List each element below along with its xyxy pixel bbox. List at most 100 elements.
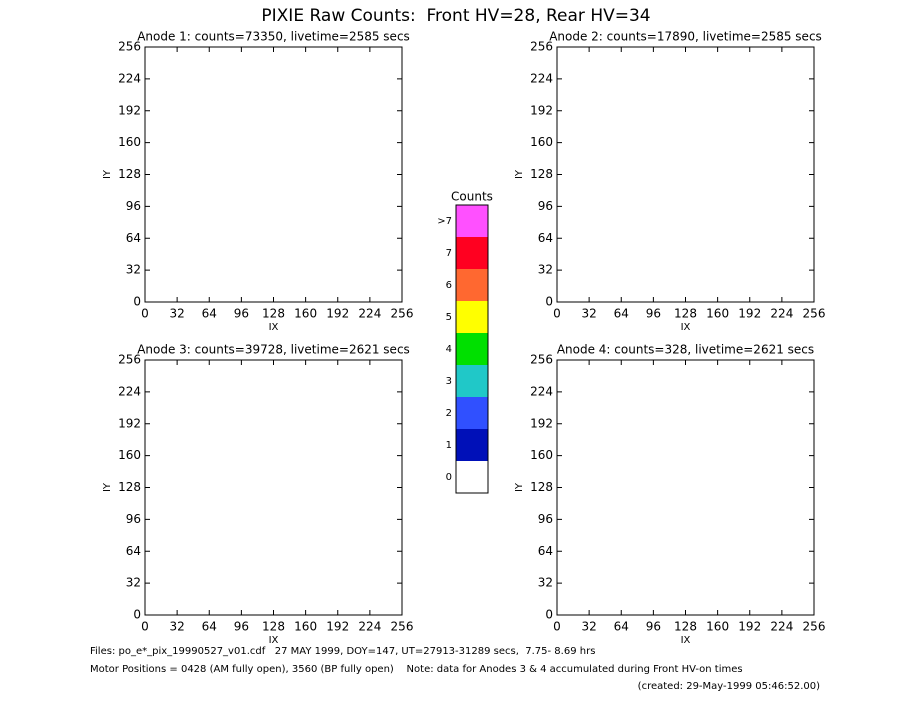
x-tick-label: 96	[646, 307, 661, 321]
colorbar-label: >7	[437, 216, 452, 227]
panel-title: Anode 1: counts=73350, livetime=2585 sec…	[137, 30, 410, 44]
y-tick-label: 128	[530, 480, 553, 494]
y-tick-label: 64	[126, 544, 141, 558]
colorbar-label: 4	[446, 344, 452, 355]
x-tick-label: 64	[202, 620, 217, 634]
colorbar-label: 2	[446, 408, 452, 419]
x-tick-label: 160	[294, 307, 317, 321]
y-tick-label: 224	[118, 71, 141, 85]
colorbar-swatch	[456, 429, 488, 461]
x-tick-label: 160	[294, 620, 317, 634]
plot-frame	[144, 359, 403, 616]
y-tick-label: 160	[118, 135, 141, 149]
x-tick-label: 192	[738, 620, 761, 634]
x-tick-label: 160	[706, 620, 729, 634]
colorbar-swatch	[456, 397, 488, 429]
y-tick-label: 64	[126, 231, 141, 245]
x-tick-label: 32	[581, 620, 596, 634]
y-tick-label: 0	[545, 608, 553, 622]
y-tick-label: 160	[530, 448, 553, 462]
x-tick-label: 32	[169, 620, 184, 634]
y-tick-label: 256	[118, 40, 141, 54]
panel-title: Anode 2: counts=17890, livetime=2585 sec…	[549, 30, 822, 44]
x-tick-label: 160	[706, 307, 729, 321]
x-tick-label: 256	[803, 620, 826, 634]
y-tick-label: 128	[118, 167, 141, 181]
footer-line: Motor Positions = 0428 (AM fully open), …	[90, 664, 743, 675]
y-tick-label: 32	[538, 263, 553, 277]
y-tick-label: 192	[118, 416, 141, 430]
footer-line: (created: 29-May-1999 05:46:52.00)	[638, 681, 820, 692]
x-axis-label: IX	[269, 322, 279, 333]
colorbar-label: 1	[446, 440, 452, 451]
x-tick-label: 128	[262, 307, 285, 321]
x-tick-label: 64	[202, 307, 217, 321]
y-tick-label: 160	[118, 448, 141, 462]
x-tick-label: 128	[262, 620, 285, 634]
y-axis-label: IY	[102, 482, 113, 492]
y-tick-label: 192	[530, 103, 553, 117]
x-tick-label: 96	[234, 620, 249, 634]
x-tick-label: 96	[234, 307, 249, 321]
x-tick-label: 224	[770, 620, 793, 634]
colorbar-swatch	[456, 205, 488, 237]
colorbar-swatch	[456, 301, 488, 333]
x-tick-label: 64	[614, 307, 629, 321]
colorbar-swatch	[456, 269, 488, 301]
y-tick-label: 224	[530, 384, 553, 398]
x-tick-label: 64	[614, 620, 629, 634]
y-tick-label: 0	[133, 295, 141, 309]
colorbar-label: 0	[446, 472, 452, 483]
y-tick-label: 96	[126, 199, 141, 213]
y-tick-label: 32	[126, 263, 141, 277]
panel-title: Anode 3: counts=39728, livetime=2621 sec…	[137, 343, 410, 357]
colorbar-swatch	[456, 365, 488, 397]
x-tick-label: 128	[674, 620, 697, 634]
x-axis-label: IX	[269, 635, 279, 646]
x-tick-label: 0	[141, 620, 149, 634]
colorbar-title: Counts	[451, 190, 493, 204]
colorbar-label: 5	[446, 312, 452, 323]
y-tick-label: 192	[118, 103, 141, 117]
y-tick-label: 192	[530, 416, 553, 430]
x-tick-label: 224	[770, 307, 793, 321]
x-tick-label: 224	[358, 620, 381, 634]
x-tick-label: 192	[738, 307, 761, 321]
x-tick-label: 0	[553, 620, 561, 634]
colorbar-label: 7	[446, 248, 452, 259]
x-axis-label: IX	[681, 635, 691, 646]
y-tick-label: 64	[538, 544, 553, 558]
x-tick-label: 96	[646, 620, 661, 634]
y-tick-label: 256	[118, 353, 141, 367]
y-tick-label: 96	[126, 512, 141, 526]
y-axis-label: IY	[102, 169, 113, 179]
colorbar-frame	[455, 204, 489, 494]
y-tick-label: 32	[126, 576, 141, 590]
y-axis-label: IY	[514, 169, 525, 179]
y-tick-label: 224	[530, 71, 553, 85]
y-tick-label: 32	[538, 576, 553, 590]
plot-frame	[556, 46, 815, 303]
colorbar-label: 6	[446, 280, 452, 291]
y-tick-label: 96	[538, 199, 553, 213]
y-tick-label: 224	[118, 384, 141, 398]
figure-title: PIXIE Raw Counts: Front HV=28, Rear HV=3…	[261, 6, 650, 26]
x-tick-label: 256	[391, 307, 414, 321]
x-tick-label: 32	[169, 307, 184, 321]
x-tick-label: 224	[358, 307, 381, 321]
x-tick-label: 0	[553, 307, 561, 321]
plot-frame	[144, 46, 403, 303]
x-tick-label: 192	[326, 620, 349, 634]
y-tick-label: 0	[545, 295, 553, 309]
colorbar-swatch	[456, 237, 488, 269]
plot-frame	[556, 359, 815, 616]
x-tick-label: 128	[674, 307, 697, 321]
y-tick-label: 160	[530, 135, 553, 149]
x-tick-label: 256	[803, 307, 826, 321]
y-tick-label: 0	[133, 608, 141, 622]
x-axis-label: IX	[681, 322, 691, 333]
x-tick-label: 0	[141, 307, 149, 321]
x-tick-label: 256	[391, 620, 414, 634]
y-tick-label: 128	[530, 167, 553, 181]
